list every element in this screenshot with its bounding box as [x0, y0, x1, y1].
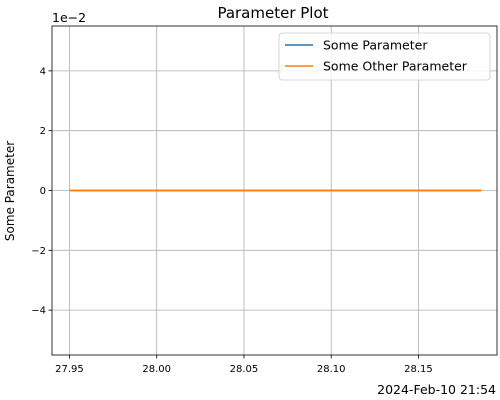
legend: Some Parameter Some Other Parameter [278, 32, 491, 81]
legend-box [278, 32, 491, 81]
x-tick-label: 28.00 [142, 364, 171, 375]
y-axis-label: Some Parameter [3, 141, 17, 241]
x-tick-label: 27.95 [55, 364, 84, 375]
legend-label: Some Parameter [323, 38, 428, 53]
legend-label: Some Other Parameter [323, 59, 468, 74]
x-axis-datetime-offset: 2024-Feb-10 21:54 [377, 382, 496, 397]
y-axis-ticks: −4 −2 0 2 4 [31, 66, 52, 317]
x-axis-ticks: 27.95 28.00 28.05 28.10 28.15 [55, 355, 433, 375]
x-tick-label: 28.05 [230, 364, 259, 375]
y-tick-label: −2 [31, 246, 46, 257]
y-axis-offset-label: 1e−2 [52, 10, 86, 25]
x-tick-label: 28.10 [317, 364, 346, 375]
y-tick-label: 0 [40, 186, 46, 197]
y-tick-label: 2 [40, 126, 46, 137]
y-tick-label: 4 [40, 66, 46, 77]
chart-title: Parameter Plot [217, 4, 328, 22]
x-tick-label: 28.15 [404, 364, 433, 375]
y-tick-label: −4 [31, 306, 46, 317]
